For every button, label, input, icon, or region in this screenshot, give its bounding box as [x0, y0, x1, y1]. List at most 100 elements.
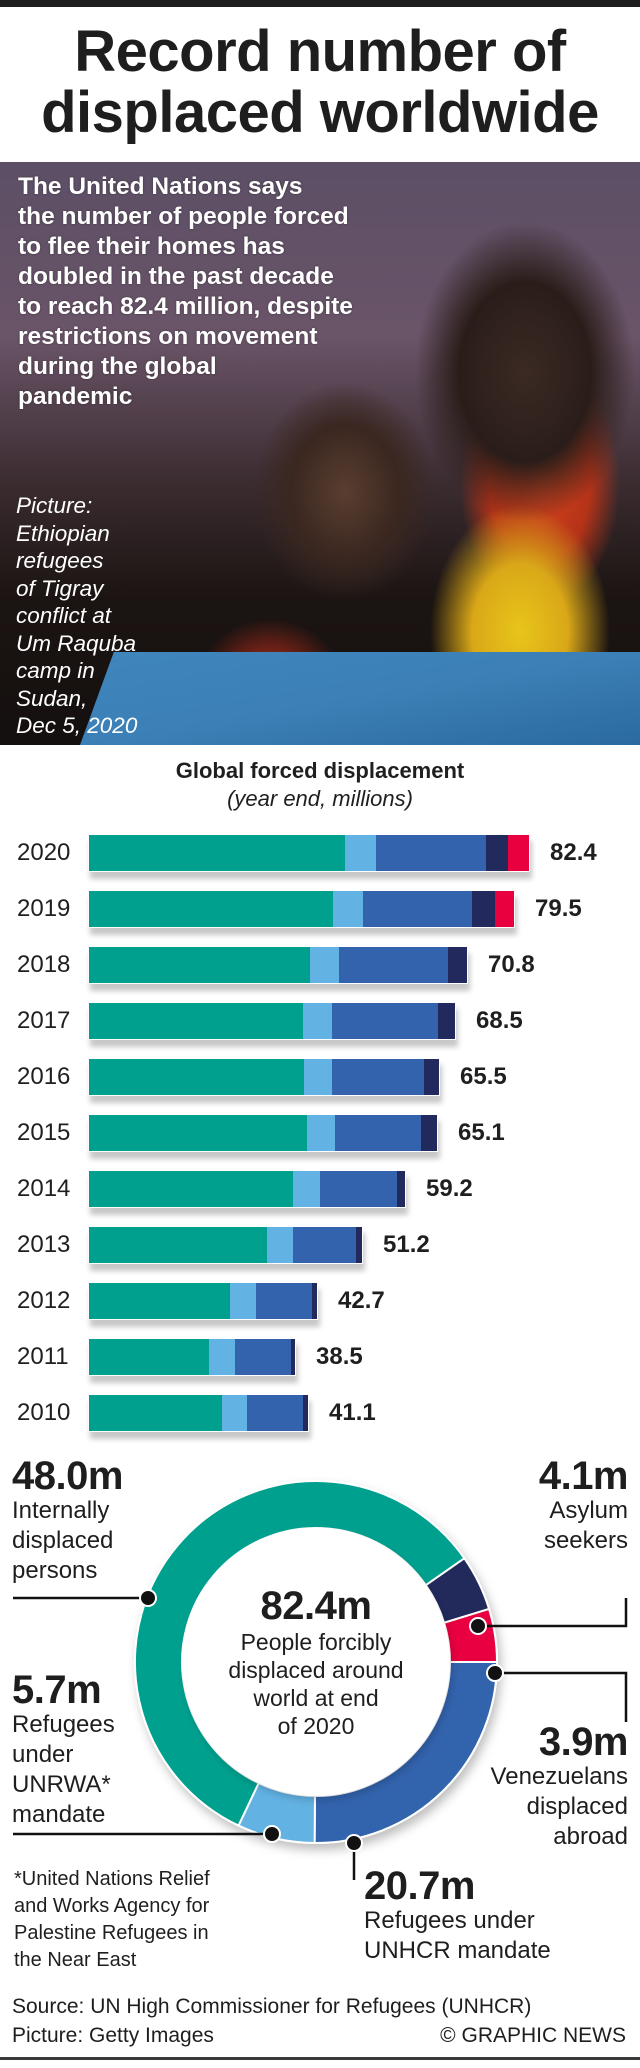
footnote-line: and Works Agency for: [14, 1895, 210, 1917]
bar-segment-asylum: [420, 1115, 437, 1151]
donut-total: 82.4m: [260, 1584, 372, 1628]
bar-value-label: 70.8: [488, 951, 535, 978]
callout-value: 48.0m: [12, 1454, 123, 1498]
leader-line-asylum: [478, 1598, 628, 1628]
photo-panel: The United Nations says the number of pe…: [0, 162, 640, 745]
bar-segment-unhcr: [320, 1171, 397, 1207]
callout-label: persons: [12, 1557, 98, 1584]
intro-line: during the global: [18, 353, 217, 380]
donut-hole: [182, 1528, 450, 1796]
year-label: 2014: [17, 1175, 71, 1202]
callout-unhcr: 20.7m Refugees under UNHCR mandate: [364, 1866, 551, 1966]
caption-line: of Tigray: [16, 575, 104, 601]
bar-segment-asylum: [303, 1395, 308, 1431]
callout-label: Refugees: [12, 1711, 115, 1738]
callout-label: seekers: [543, 1527, 628, 1554]
donut-center-line: People forcibly: [240, 1629, 392, 1655]
year-label: 2017: [17, 1007, 71, 1034]
intro-line: restrictions on movement: [18, 323, 318, 350]
bar-segment-unrwa: [221, 1395, 248, 1431]
bar-segment-asylum: [437, 1003, 455, 1039]
bar-segment-unrwa: [345, 835, 376, 871]
callout-venezuelans: 3.9m Venezuelans displaced abroad: [490, 1722, 629, 1852]
intro-line: The United Nations says: [18, 173, 303, 200]
bar-segment-unrwa: [209, 1339, 236, 1375]
footnote-line: the Near East: [14, 1949, 137, 1971]
bar-segment-asylum: [447, 947, 467, 983]
bar-segment-unhcr: [334, 1115, 421, 1151]
bar-segment-unrwa: [266, 1227, 294, 1263]
bar-segment-asylum: [312, 1283, 317, 1319]
intro-line: the number of people forced: [18, 203, 349, 230]
caption-line: camp in: [16, 658, 95, 683]
photo-caption: Picture: Ethiopian refugees of Tigray co…: [16, 492, 176, 740]
year-label: 2011: [17, 1343, 69, 1370]
bar-segment-idp: [89, 835, 346, 871]
caption-line: refugees: [16, 548, 104, 573]
callout-unrwa: 5.7m Refugees under UNRWA* mandate: [12, 1670, 115, 1830]
bar-segment-unrwa: [333, 891, 364, 927]
callout-label: Internally: [12, 1497, 110, 1524]
donut-center-line: of 2020: [277, 1713, 355, 1739]
bar-segment-unrwa: [307, 1115, 335, 1151]
leader-dot-idp: [139, 1589, 157, 1607]
bar-segment-idp: [89, 1395, 222, 1431]
donut-center: 82.4m People forcibly displaced around w…: [196, 1584, 436, 1740]
bar-row: [88, 1282, 318, 1320]
bar-segment-unhcr: [247, 1395, 304, 1431]
year-label: 2016: [17, 1063, 71, 1090]
bar-segment-venezuelans: [494, 891, 514, 927]
bar-segment-unhcr: [375, 835, 487, 871]
bar-row: [88, 1170, 406, 1208]
bar-segment-unrwa: [229, 1283, 257, 1319]
bar-value-label: 59.2: [426, 1175, 473, 1202]
intro-line: doubled in the past decade: [18, 263, 334, 290]
page-title-line-1: Record number of: [74, 19, 566, 84]
caption-line: conflict at: [16, 603, 112, 628]
footnote-line: *United Nations Relief: [14, 1868, 210, 1890]
callout-label: Refugees under: [364, 1907, 535, 1934]
bar-value-label: 68.5: [476, 1007, 523, 1034]
bar-row: [88, 834, 530, 872]
bar-row: [88, 1002, 456, 1040]
picture-credit: Picture: Getty Images: [12, 2024, 214, 2047]
bar-segment-asylum: [396, 1171, 405, 1207]
bar-row: [88, 946, 468, 984]
bar-segment-unhcr: [293, 1227, 356, 1263]
bar-value-label: 38.5: [316, 1343, 363, 1370]
bar-segment-unhcr: [235, 1339, 291, 1375]
bar-segment-asylum: [424, 1059, 439, 1095]
bar-segment-idp: [89, 891, 334, 927]
callout-leaders: [13, 1589, 628, 1880]
bar-segment-unhcr: [256, 1283, 313, 1319]
caption-line: Dec 5, 2020: [16, 713, 138, 738]
bar-segment-idp: [89, 1227, 267, 1263]
bar-segment-asylum: [290, 1339, 295, 1375]
year-label: 2013: [17, 1231, 71, 1258]
year-label: 2015: [17, 1119, 71, 1146]
bar-segment-unrwa: [309, 947, 339, 983]
bar-value-label: 42.7: [338, 1287, 385, 1314]
bar-segment-idp: [89, 1115, 308, 1151]
callout-label: mandate: [12, 1801, 106, 1828]
donut-chart: [13, 1480, 628, 1880]
caption-line: Um Raquba: [16, 630, 137, 656]
bar-value-label: 65.1: [458, 1119, 505, 1146]
bar-row: [88, 1058, 440, 1096]
bar-row: [88, 1394, 309, 1432]
bar-segment-unhcr: [332, 1059, 425, 1095]
caption-line: Ethiopian: [16, 520, 110, 546]
callout-label: Venezuelans: [490, 1763, 628, 1790]
source-credit: Source: UN High Commissioner for Refugee…: [12, 1995, 532, 2018]
leader-dot-venezuelans: [486, 1664, 504, 1682]
bar-value-label: 79.5: [535, 895, 582, 922]
callout-label: abroad: [553, 1823, 628, 1850]
leader-dot-unrwa: [263, 1825, 281, 1843]
bar-segment-idp: [89, 1059, 304, 1095]
callout-label: Asylum: [549, 1497, 628, 1524]
footnote: *United Nations Relief and Works Agency …: [14, 1866, 210, 1974]
bar-value-label: 65.5: [460, 1063, 507, 1090]
callout-idp: 48.0m Internally displaced persons: [12, 1456, 123, 1586]
donut-center-line: world at end: [253, 1685, 379, 1711]
callout-label: UNHCR mandate: [364, 1937, 551, 1964]
